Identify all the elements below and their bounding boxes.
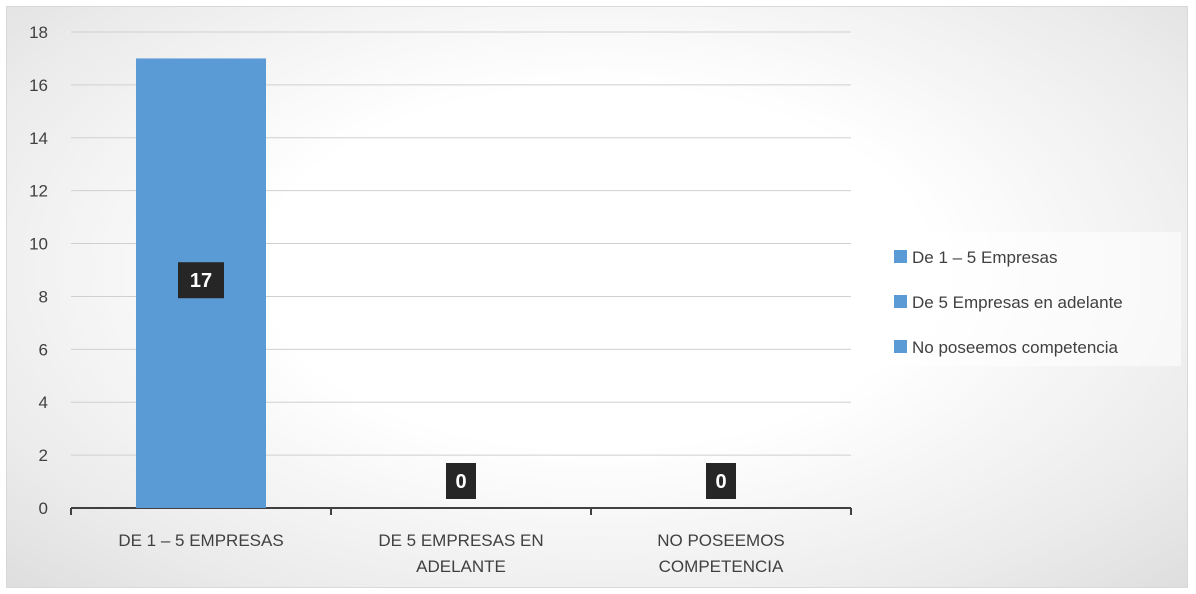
x-tick-label-line: NO POSEEMOS (657, 531, 785, 550)
y-tick-label: 18 (29, 23, 48, 42)
y-tick-label: 16 (29, 76, 48, 95)
legend-entry: No poseemos competencia (912, 338, 1119, 357)
data-label: 0 (715, 471, 726, 493)
y-tick-label: 8 (39, 287, 48, 306)
data-labels: 170 0 (178, 262, 736, 499)
legend-swatch (894, 250, 907, 263)
y-tick-label: 2 (39, 446, 48, 465)
y-tick-label: 4 (39, 393, 48, 412)
x-tick-label: DE 5 EMPRESAS EN ADELANTE (378, 531, 543, 576)
x-tick-label-line: COMPETENCIA (659, 557, 784, 576)
y-tick-label: 6 (39, 340, 48, 359)
y-tick-label: 12 (29, 182, 48, 201)
x-tick-label-line: DE 5 EMPRESAS EN (378, 531, 543, 550)
legend-box (876, 232, 1181, 366)
x-tick-label: DE 1 – 5 EMPRESAS (118, 531, 283, 550)
data-label: 17 (190, 270, 212, 292)
x-tick-label-line: ADELANTE (416, 557, 506, 576)
data-label-box (178, 262, 224, 299)
data-label-box (706, 463, 736, 499)
y-tick-label: 10 (29, 235, 48, 254)
y-tick-label: 0 (39, 499, 48, 518)
legend-swatch (894, 295, 907, 308)
data-label: 0 (455, 471, 466, 493)
data-label-box (446, 463, 476, 499)
x-tick-label-line: DE 1 – 5 EMPRESAS (118, 531, 283, 550)
legend-entry: De 1 – 5 Empresas (912, 248, 1058, 267)
x-tick-label: NO POSEEMOS COMPETENCIA (657, 531, 785, 576)
legend-entry: De 5 Empresas en adelante (912, 293, 1123, 312)
legend-swatch (894, 340, 907, 353)
axes: 0 2 4 6 8 10 12 14 16 18 DE 1 – 5 EMPRESAS DE 5 EMP… (29, 23, 852, 576)
y-tick-label: 14 (29, 129, 48, 148)
legend: De 1 – 5 Empresas De 5 Empresas en adelan… (876, 232, 1181, 366)
